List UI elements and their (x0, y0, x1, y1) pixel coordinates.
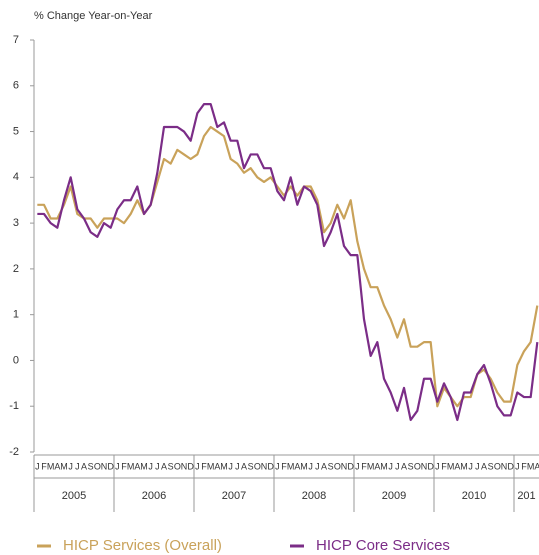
x-tick-label: A (454, 461, 460, 471)
chart-title: % Change Year-on-Year (34, 10, 153, 22)
x-tick-label: A (401, 461, 407, 471)
series-line (37, 102, 539, 422)
x-tick-label: N (501, 461, 508, 471)
x-tick-label: D (187, 461, 194, 471)
x-tick-label: M (460, 461, 468, 471)
x-tick-label: M (207, 461, 215, 471)
x-tick-label: J (275, 461, 280, 471)
x-tick-label: J (35, 461, 40, 471)
x-tick-label: N (341, 461, 348, 471)
x-tick-label: A (241, 461, 247, 471)
x-tick-label: J (308, 461, 313, 471)
x-tick-label: M (47, 461, 55, 471)
x-tick-label: M (220, 461, 228, 471)
year-label: 2005 (62, 490, 86, 502)
x-tick-label: M (287, 461, 295, 471)
x-tick-label: J (195, 461, 200, 471)
y-tick-label: 0 (13, 354, 19, 366)
x-tick-label: M (527, 461, 535, 471)
x-tick-label: J (75, 461, 80, 471)
y-tick-label: 6 (13, 80, 19, 92)
x-tick-label: J (475, 461, 480, 471)
legend-label: HICP Services (Overall) (63, 537, 222, 554)
x-tick-label: M (447, 461, 455, 471)
x-tick-label: N (181, 461, 188, 471)
x-tick-label: J (435, 461, 440, 471)
x-tick-label: S (248, 461, 254, 471)
x-tick-label: J (355, 461, 360, 471)
x-tick-label: O (174, 461, 181, 471)
x-tick-label: A (481, 461, 487, 471)
x-tick-label: M (140, 461, 148, 471)
x-tick-label: A (54, 461, 60, 471)
x-tick-label: A (294, 461, 300, 471)
x-tick-label: M (380, 461, 388, 471)
x-tick-label: J (155, 461, 160, 471)
x-tick-label: M (127, 461, 135, 471)
series-line (37, 125, 539, 408)
x-tick-label: S (488, 461, 494, 471)
x-tick-label: A (214, 461, 220, 471)
x-tick-label: J (115, 461, 120, 471)
y-tick-label: 7 (13, 34, 19, 46)
x-tick-label: O (334, 461, 341, 471)
year-label: 2008 (302, 490, 326, 502)
x-tick-label: J (388, 461, 393, 471)
y-tick-label: 1 (13, 309, 19, 321)
x-tick-label: S (88, 461, 94, 471)
x-tick-label: F (281, 461, 287, 471)
x-tick-label: J (68, 461, 73, 471)
x-tick-label: A (81, 461, 87, 471)
x-tick-label: S (408, 461, 414, 471)
x-tick-label: J (315, 461, 320, 471)
year-label: 201 (517, 490, 535, 502)
x-tick-label: J (228, 461, 233, 471)
x-tick-label: O (494, 461, 501, 471)
x-tick-label: J (148, 461, 153, 471)
y-tick-label: 4 (13, 171, 19, 183)
x-tick-label: D (427, 461, 434, 471)
x-tick-label: F (121, 461, 127, 471)
x-tick-label: O (254, 461, 261, 471)
y-tick-label: -1 (9, 400, 19, 412)
x-tick-label: O (414, 461, 421, 471)
x-tick-label: F (41, 461, 47, 471)
x-tick-label: J (515, 461, 520, 471)
year-label: 2009 (382, 490, 406, 502)
x-tick-label: F (201, 461, 207, 471)
x-tick-label: A (321, 461, 327, 471)
y-tick-label: -2 (9, 446, 19, 458)
y-tick-label: 2 (13, 263, 19, 275)
x-tick-label: N (101, 461, 108, 471)
x-tick-label: F (441, 461, 447, 471)
x-tick-label: F (521, 461, 527, 471)
x-tick-label: D (107, 461, 114, 471)
x-tick-label: A (374, 461, 380, 471)
legend-label: HICP Core Services (316, 537, 450, 554)
x-tick-label: J (468, 461, 473, 471)
x-tick-label: S (328, 461, 334, 471)
x-tick-label: A (134, 461, 140, 471)
x-tick-label: O (94, 461, 101, 471)
x-tick-label: M (300, 461, 308, 471)
x-tick-label: A (161, 461, 167, 471)
y-tick-label: 3 (13, 217, 19, 229)
x-tick-label: D (347, 461, 354, 471)
x-tick-label: N (261, 461, 268, 471)
x-tick-label: J (235, 461, 240, 471)
x-tick-label: J (395, 461, 400, 471)
year-label: 2007 (222, 490, 246, 502)
year-label: 2006 (142, 490, 166, 502)
x-tick-label: M (367, 461, 375, 471)
x-tick-label: D (507, 461, 514, 471)
x-tick-label: A (534, 461, 539, 471)
year-label: 2010 (462, 490, 486, 502)
x-tick-label: D (267, 461, 274, 471)
x-tick-label: F (361, 461, 367, 471)
y-tick-label: 5 (13, 125, 19, 137)
x-tick-label: S (168, 461, 174, 471)
x-tick-label: N (421, 461, 428, 471)
x-tick-label: M (60, 461, 68, 471)
